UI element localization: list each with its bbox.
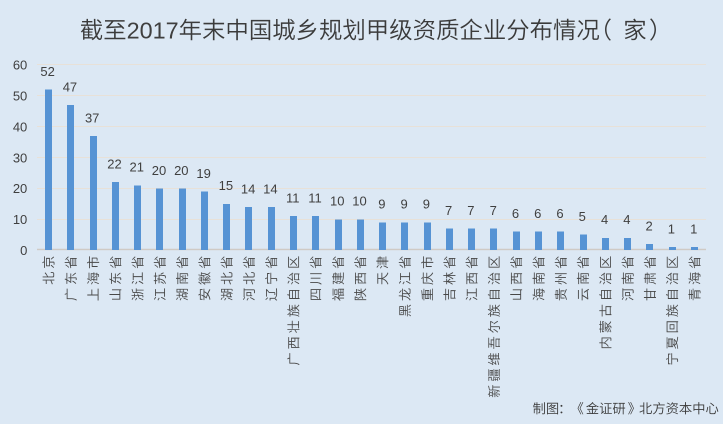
svg-text:6: 6: [556, 206, 563, 221]
svg-text:10: 10: [330, 194, 344, 209]
svg-text:2017: 2017: [127, 17, 179, 43]
svg-text:47: 47: [63, 80, 77, 95]
svg-text:50: 50: [13, 89, 27, 104]
svg-text:40: 40: [13, 119, 27, 134]
svg-text:19: 19: [196, 166, 210, 181]
svg-text:20: 20: [152, 163, 166, 178]
svg-text:7: 7: [490, 203, 497, 218]
svg-text:11: 11: [286, 191, 300, 206]
svg-text:10: 10: [352, 194, 366, 209]
svg-text:9: 9: [378, 197, 385, 212]
svg-text:9: 9: [423, 197, 430, 212]
svg-text:6: 6: [534, 206, 541, 221]
svg-text:7: 7: [445, 203, 452, 218]
svg-text:11: 11: [308, 191, 322, 206]
svg-text:52: 52: [40, 64, 54, 79]
svg-text:6: 6: [512, 206, 519, 221]
svg-text:14: 14: [263, 181, 277, 196]
svg-text:37: 37: [85, 110, 99, 125]
svg-text:4: 4: [601, 212, 608, 227]
svg-text:21: 21: [130, 160, 144, 175]
svg-text:14: 14: [241, 181, 255, 196]
svg-text:2: 2: [646, 218, 653, 233]
svg-text:1: 1: [690, 221, 697, 236]
svg-text:15: 15: [219, 178, 233, 193]
svg-text:30: 30: [13, 150, 27, 165]
svg-text:10: 10: [13, 212, 27, 227]
svg-text:20: 20: [174, 163, 188, 178]
svg-text:5: 5: [579, 209, 586, 224]
svg-text:4: 4: [623, 212, 630, 227]
svg-text:20: 20: [13, 181, 27, 196]
svg-text:9: 9: [400, 197, 407, 212]
svg-text:0: 0: [20, 243, 27, 258]
svg-text:22: 22: [107, 157, 121, 172]
svg-text:7: 7: [467, 203, 474, 218]
svg-text:60: 60: [13, 58, 27, 73]
svg-text:1: 1: [668, 221, 675, 236]
